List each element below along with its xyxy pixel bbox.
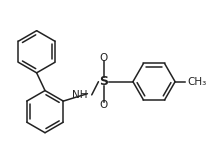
Text: CH₃: CH₃ — [187, 77, 207, 87]
Text: O: O — [99, 100, 107, 110]
Text: NH: NH — [72, 90, 87, 100]
Text: S: S — [99, 75, 108, 88]
Text: O: O — [99, 53, 107, 63]
